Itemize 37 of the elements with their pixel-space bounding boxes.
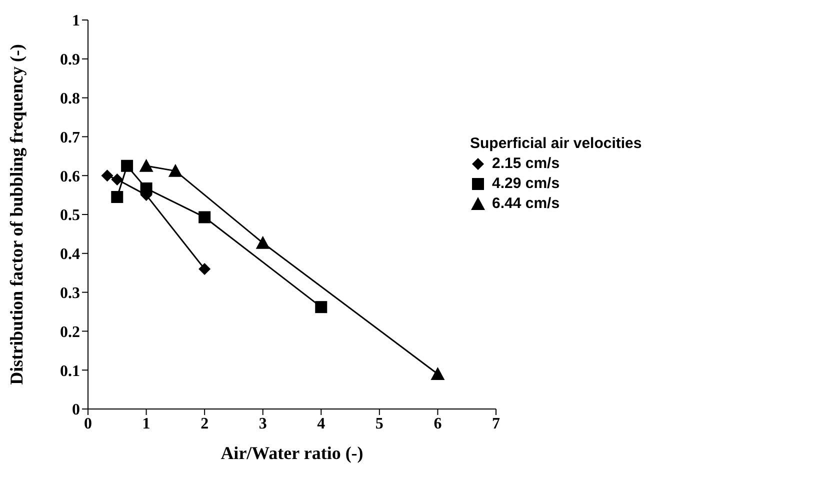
point [256,236,270,249]
point [101,170,114,182]
x-tick-label: 2 [200,415,209,432]
x-tick-label: 4 [317,415,326,432]
y-tick-label: 0.1 [60,362,80,380]
legend-label: 2.15 cm/s [492,154,560,174]
legend-title: Superficial air velocities [470,134,643,154]
point [121,160,134,172]
y-tick-label: 0.5 [60,207,80,224]
x-tick-label: 6 [434,415,442,432]
legend-label: 4.29 cm/s [492,174,560,194]
y-tick-label: 0.3 [60,284,80,302]
x-tick-label: 5 [375,415,384,432]
y-tick-label: 0.7 [60,129,80,146]
point [430,366,445,380]
x-tick-label: 1 [142,415,150,432]
y-tick-label: 1 [72,12,80,30]
y-tick-label: 0.8 [60,90,80,108]
point [198,262,211,275]
point [111,190,124,203]
y-tick-label: 0.6 [60,168,80,186]
x-axis-title: Air/Water ratio (-) [220,443,364,463]
point [198,211,211,224]
y-tick-label: 0.2 [60,324,80,341]
y-tick-label: 0.4 [60,246,80,264]
y-tick-label: 0.9 [60,52,80,69]
x-tick-label: 3 [258,415,267,432]
x-tick-label: 0 [84,415,92,432]
x-tick-label: 7 [492,415,500,432]
point [140,182,152,194]
point [111,173,124,186]
y-tick-label: 0 [72,402,80,419]
y-axis-title: Distribution factor of bubbling frequency (-) [6,44,26,385]
point [139,158,154,172]
point [168,164,182,177]
legend-label: 6.44 cm/s [492,194,560,214]
point [315,301,328,314]
